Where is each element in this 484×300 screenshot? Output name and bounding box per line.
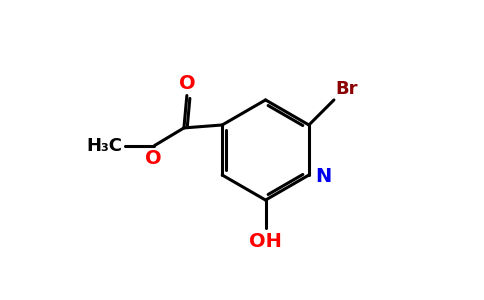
- Text: N: N: [316, 167, 332, 186]
- Text: OH: OH: [249, 232, 282, 250]
- Text: Br: Br: [335, 80, 358, 98]
- Text: H₃C: H₃C: [87, 136, 122, 154]
- Text: O: O: [145, 148, 161, 167]
- Text: O: O: [179, 74, 195, 93]
